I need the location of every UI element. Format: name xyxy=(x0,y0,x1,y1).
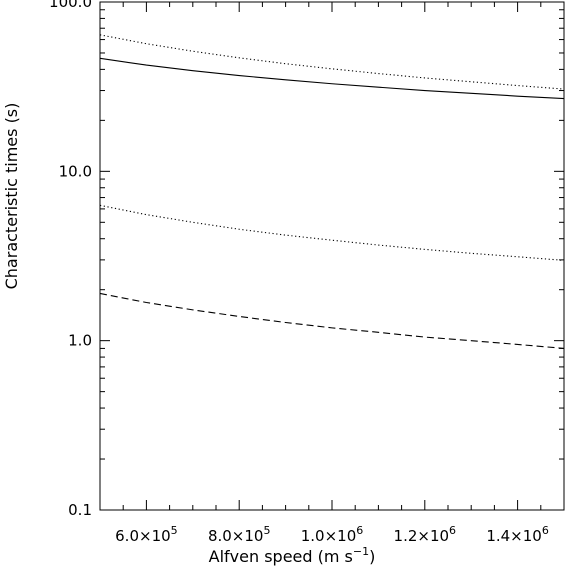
series-line-1-solid xyxy=(99,57,565,100)
y-tick-label: 0.1 xyxy=(68,501,92,519)
y-tick-label: 10.0 xyxy=(59,162,92,180)
series-line-4-dashed xyxy=(99,292,565,349)
y-axis-label: Characteristic times (s) xyxy=(2,103,21,290)
x-tick-label: 1.0×106 xyxy=(301,524,364,545)
series-line-3-dotted xyxy=(99,204,565,261)
x-tick-label: 6.0×105 xyxy=(115,524,178,545)
series-line-2-dotted xyxy=(99,34,565,90)
x-axis-label: Alfven speed (m s−1) xyxy=(209,545,376,566)
plot-frame xyxy=(99,1,565,511)
y-tick-label: 100.0 xyxy=(49,0,92,11)
y-tick-label: 1.0 xyxy=(68,332,92,350)
x-tick-label: 8.0×105 xyxy=(208,524,271,545)
x-tick-label: 1.2×106 xyxy=(394,524,457,545)
x-tick-label: 1.4×106 xyxy=(486,524,549,545)
